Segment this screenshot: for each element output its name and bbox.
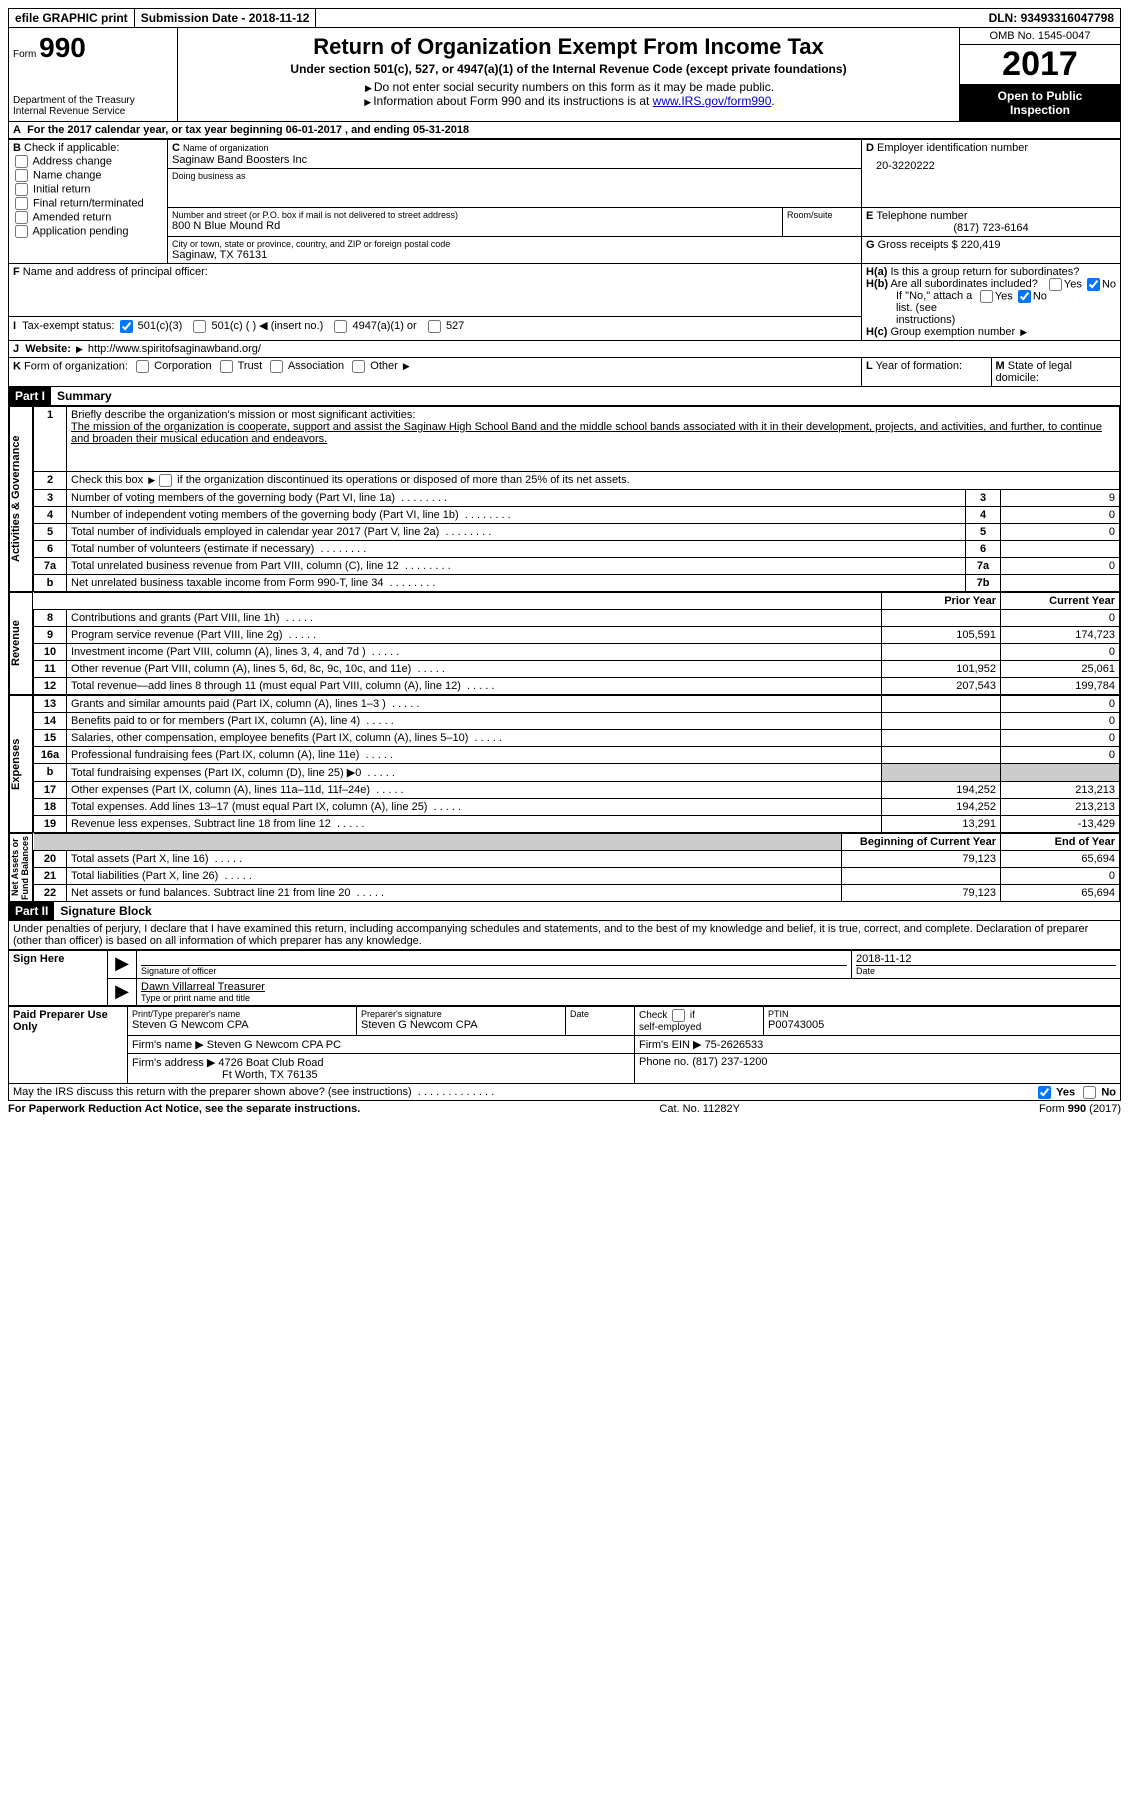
mission-text: The mission of the organization is coope…: [71, 421, 1102, 445]
period-row: A For the 2017 calendar year, or tax yea…: [8, 122, 1121, 139]
telephone: (817) 723-6164: [866, 222, 1116, 234]
rowk-opt[interactable]: [136, 360, 149, 373]
rowk-opt[interactable]: [270, 360, 283, 373]
dln-cell: DLN: 93493316047798: [983, 9, 1120, 27]
status-501c[interactable]: [193, 320, 206, 333]
hb-yes[interactable]: [980, 290, 993, 303]
form-header: Form 990 Department of the Treasury Inte…: [8, 28, 1121, 122]
part2-header: Part IISignature Block: [8, 902, 1121, 921]
discuss-row: May the IRS discuss this return with the…: [8, 1084, 1121, 1101]
preparer-table: Paid Preparer Use Only Print/Type prepar…: [8, 1006, 1121, 1084]
top-bar: efile GRAPHIC print Submission Date - 20…: [8, 8, 1121, 28]
org-name: Saginaw Band Boosters Inc: [172, 154, 857, 166]
tax-year: 2017: [960, 45, 1120, 85]
self-employed-checkbox[interactable]: [672, 1009, 685, 1022]
form-title: Return of Organization Exempt From Incom…: [186, 34, 951, 60]
expenses-section: Expenses 13Grants and similar amounts pa…: [8, 695, 1121, 833]
ha-yes[interactable]: [1049, 278, 1062, 291]
part1-header: Part ISummary: [8, 387, 1121, 406]
boxb-opt[interactable]: [15, 183, 28, 196]
boxb-opt[interactable]: [15, 169, 28, 182]
ein: 20-3220222: [866, 160, 1116, 172]
signature-table: Sign Here ▶ Signature of officer 2018-11…: [8, 950, 1121, 1006]
activities-governance-section: Activities & Governance 1 Briefly descri…: [8, 406, 1121, 592]
ha-no[interactable]: [1087, 278, 1100, 291]
rowk-opt[interactable]: [220, 360, 233, 373]
irs-link[interactable]: www.IRS.gov/form990: [653, 94, 772, 108]
officer-name: Dawn Villarreal Treasurer: [141, 981, 1116, 993]
page-footer: For Paperwork Reduction Act Notice, see …: [8, 1101, 1121, 1117]
discuss-yes[interactable]: [1038, 1086, 1051, 1099]
header-info-table: B Check if applicable: Address change Na…: [8, 139, 1121, 387]
discuss-no[interactable]: [1083, 1086, 1096, 1099]
revenue-section: Revenue Prior Year Current Year 8Contrib…: [8, 592, 1121, 695]
perjury-declaration: Under penalties of perjury, I declare th…: [8, 921, 1121, 950]
status-4947[interactable]: [334, 320, 347, 333]
boxb-opt[interactable]: [15, 155, 28, 168]
netassets-section: Net Assets or Fund Balances Beginning of…: [8, 833, 1121, 902]
rowk-opt[interactable]: [352, 360, 365, 373]
website: http://www.spiritofsaginawband.org/: [88, 343, 261, 355]
boxb-opt[interactable]: [15, 211, 28, 224]
line2-checkbox[interactable]: [159, 474, 172, 487]
boxb-opt[interactable]: [15, 225, 28, 238]
submission-cell: Submission Date - 2018-11-12: [135, 9, 317, 27]
efile-label: efile GRAPHIC print: [9, 9, 135, 27]
boxb-opt[interactable]: [15, 197, 28, 210]
form-number: 990: [39, 32, 86, 63]
status-501c3[interactable]: [120, 320, 133, 333]
status-527[interactable]: [428, 320, 441, 333]
hb-no[interactable]: [1018, 290, 1031, 303]
